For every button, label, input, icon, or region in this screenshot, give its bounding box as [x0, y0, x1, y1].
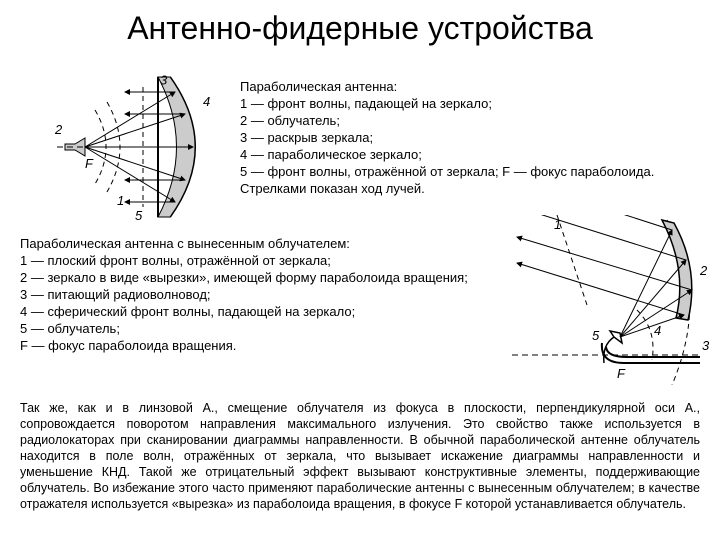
- diagram-parabolic-antenna: 1 2 3 4 5 F: [55, 72, 220, 222]
- legend2-l3: 3 — питающий радиоволновод;: [20, 286, 500, 303]
- d2-label-F: F: [617, 366, 626, 381]
- legend2-header: Параболическая антенна с вынесенным облу…: [20, 235, 500, 252]
- diagram-offset-antenna: 1 2 3 4 5 F: [502, 215, 712, 385]
- d1-label-F: F: [85, 156, 94, 171]
- legend1-l1: 1 — фронт волны, падающей на зеркало;: [240, 95, 710, 112]
- legend1-header: Параболическая антенна:: [240, 78, 710, 95]
- d2-label-5: 5: [592, 328, 600, 343]
- legend2-l6: F — фокус параболоида вращения.: [20, 337, 500, 354]
- legend1-l4: 4 — параболическое зеркало;: [240, 146, 710, 163]
- d1-label-2: 2: [55, 122, 63, 137]
- legend2-l2: 2 — зеркало в виде «вырезки», имеющей фо…: [20, 269, 500, 286]
- body-paragraph: Так же, как и в линзовой А., смещение об…: [20, 400, 700, 512]
- d1-label-5: 5: [135, 208, 143, 222]
- d1-label-4: 4: [203, 94, 210, 109]
- legend-offset: Параболическая антенна с вынесенным облу…: [20, 235, 500, 354]
- legend2-l5: 5 — облучатель;: [20, 320, 500, 337]
- legend2-l4: 4 — сферический фронт волны, падающей на…: [20, 303, 500, 320]
- d1-label-1: 1: [117, 193, 124, 208]
- legend1-l5: 5 — фронт волны, отражённой от зеркала; …: [240, 163, 710, 180]
- legend-parabolic: Параболическая антенна: 1 — фронт волны,…: [240, 78, 710, 197]
- legend1-l3: 3 — раскрыв зеркала;: [240, 129, 710, 146]
- page-title: Антенно-фидерные устройства: [0, 10, 720, 47]
- d2-label-3: 3: [702, 338, 710, 353]
- d2-label-1: 1: [554, 217, 561, 232]
- legend1-l6: Стрелками показан ход лучей.: [240, 180, 710, 197]
- d2-label-2: 2: [699, 263, 708, 278]
- legend1-l2: 2 — облучатель;: [240, 112, 710, 129]
- legend2-l1: 1 — плоский фронт волны, отражённой от з…: [20, 252, 500, 269]
- d1-label-3: 3: [160, 73, 168, 88]
- d2-label-4: 4: [654, 323, 661, 338]
